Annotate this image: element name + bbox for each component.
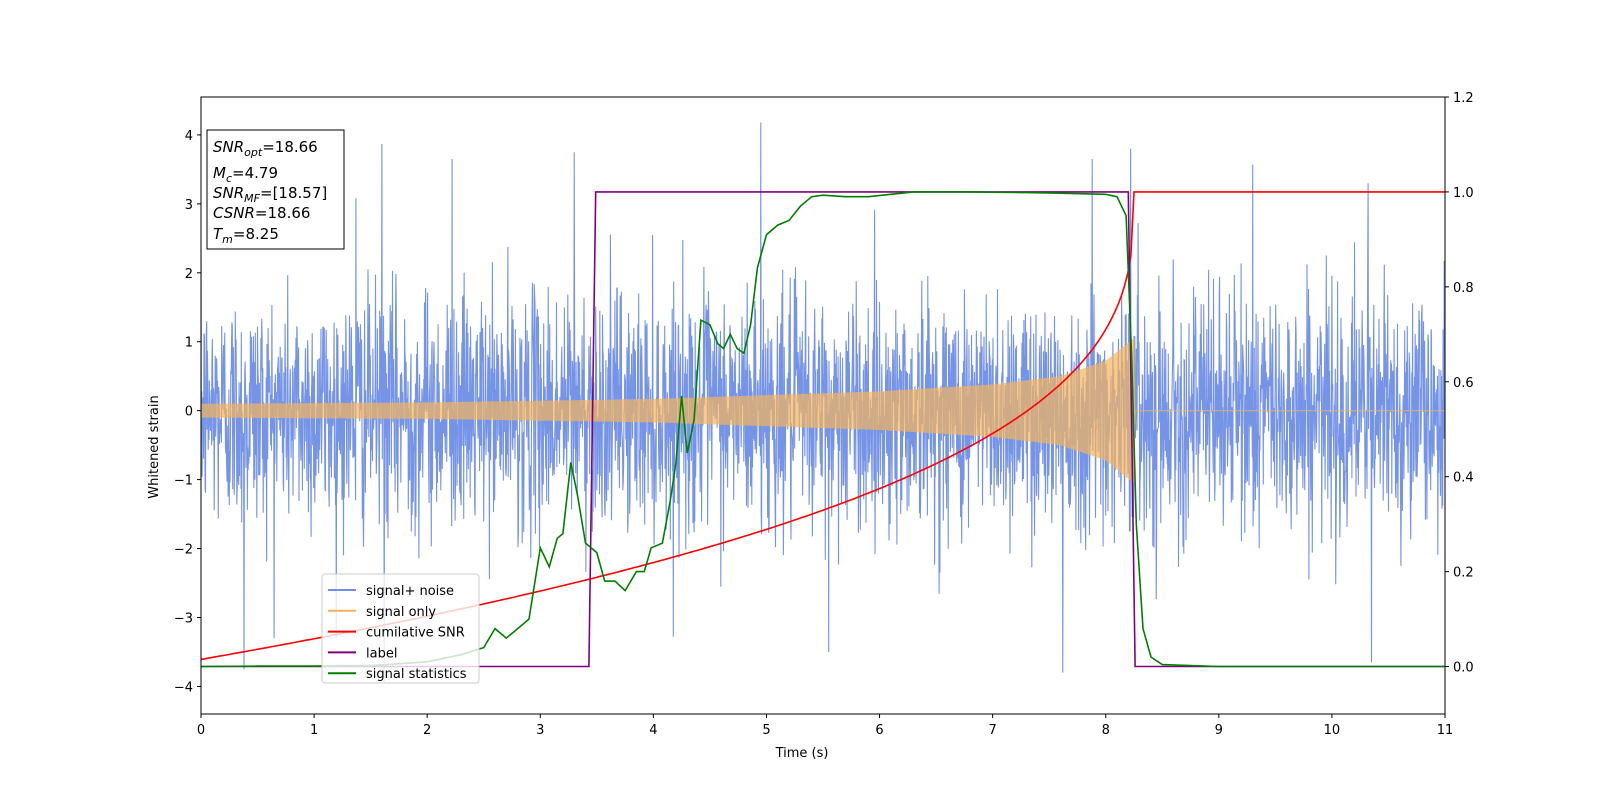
x-tick-label: 9 bbox=[1215, 723, 1223, 738]
y2-tick-label: 1.0 bbox=[1453, 186, 1474, 201]
y-axis-title: Whitened strain bbox=[147, 395, 162, 498]
x-tick-label: 5 bbox=[762, 723, 770, 738]
x-tick-label: 2 bbox=[423, 723, 431, 738]
y2-tick-label: 0.2 bbox=[1453, 566, 1474, 581]
y-tick-label: −4 bbox=[174, 680, 193, 695]
x-tick-label: 11 bbox=[1437, 723, 1454, 738]
axes: 0 1 2 3 4 5 6 7 8 9 10 11 −4 −3 −2 −1 0 1 2 3 4 0.0 0.2 0.4 0.6 0… bbox=[174, 91, 1474, 738]
series-signal-only bbox=[201, 338, 1445, 483]
y2-tick-label: 0.6 bbox=[1453, 376, 1474, 391]
snr-opt-text: SNRopt=18.66 bbox=[213, 138, 318, 159]
info-box-frame bbox=[206, 129, 345, 250]
y-tick-label: −3 bbox=[174, 611, 193, 626]
legend: signal+ noise signal only cumilative SNR la… bbox=[321, 573, 480, 684]
legend-label: label bbox=[366, 646, 397, 661]
snr-mf-value: [18.57] bbox=[273, 184, 328, 202]
y2-tick-label: 0.8 bbox=[1453, 281, 1474, 296]
x-tick-label: 4 bbox=[649, 723, 657, 738]
y-tick-label: −2 bbox=[174, 543, 193, 558]
plot-frame bbox=[200, 96, 1446, 715]
series-label bbox=[201, 191, 1445, 668]
x-tick-label: 6 bbox=[875, 723, 883, 738]
y-tick-label: 1 bbox=[185, 336, 193, 351]
tm-text: Tm=8.25 bbox=[213, 225, 279, 246]
x-tick-label: 8 bbox=[1102, 723, 1110, 738]
tm-value: 8.25 bbox=[245, 225, 278, 243]
legend-label: signal statistics bbox=[366, 667, 467, 682]
y-tick-label: 4 bbox=[185, 129, 193, 144]
snr-opt-value: 18.66 bbox=[275, 138, 318, 156]
x-tick-label: 0 bbox=[197, 723, 205, 738]
y-tick-label: 3 bbox=[185, 198, 193, 213]
y-tick-label: 2 bbox=[185, 267, 193, 282]
x-tick-label: 1 bbox=[310, 723, 318, 738]
mc-text: Mc=4.79 bbox=[213, 164, 278, 185]
y-tick-label: 0 bbox=[185, 405, 193, 420]
mc-value: 4.79 bbox=[245, 164, 278, 182]
x-axis-title: Time (s) bbox=[775, 746, 829, 761]
x-tick-label: 7 bbox=[988, 723, 996, 738]
y2-tick-label: 0.0 bbox=[1453, 661, 1474, 676]
info-box: SNRopt=18.66 Mc=4.79 SNRMF=[18.57] CSNR=… bbox=[206, 129, 345, 250]
snr-mf-text: SNRMF=[18.57] bbox=[213, 184, 327, 205]
x-tick-label: 3 bbox=[536, 723, 544, 738]
series-signal-statistics bbox=[201, 191, 1445, 668]
legend-frame bbox=[321, 573, 480, 684]
y2-tick-label: 0.4 bbox=[1453, 471, 1474, 486]
csnr-text: CSNR=18.66 bbox=[213, 204, 310, 222]
y2-tick-label: 1.2 bbox=[1453, 91, 1474, 106]
legend-label: signal only bbox=[366, 605, 436, 620]
csnr-value: 18.66 bbox=[268, 204, 311, 222]
series-signal-noise bbox=[201, 122, 1445, 684]
x-tick-label: 10 bbox=[1324, 723, 1341, 738]
y-tick-label: −1 bbox=[174, 474, 193, 489]
legend-label: cumilative SNR bbox=[366, 626, 465, 641]
legend-label: signal+ noise bbox=[366, 584, 454, 599]
